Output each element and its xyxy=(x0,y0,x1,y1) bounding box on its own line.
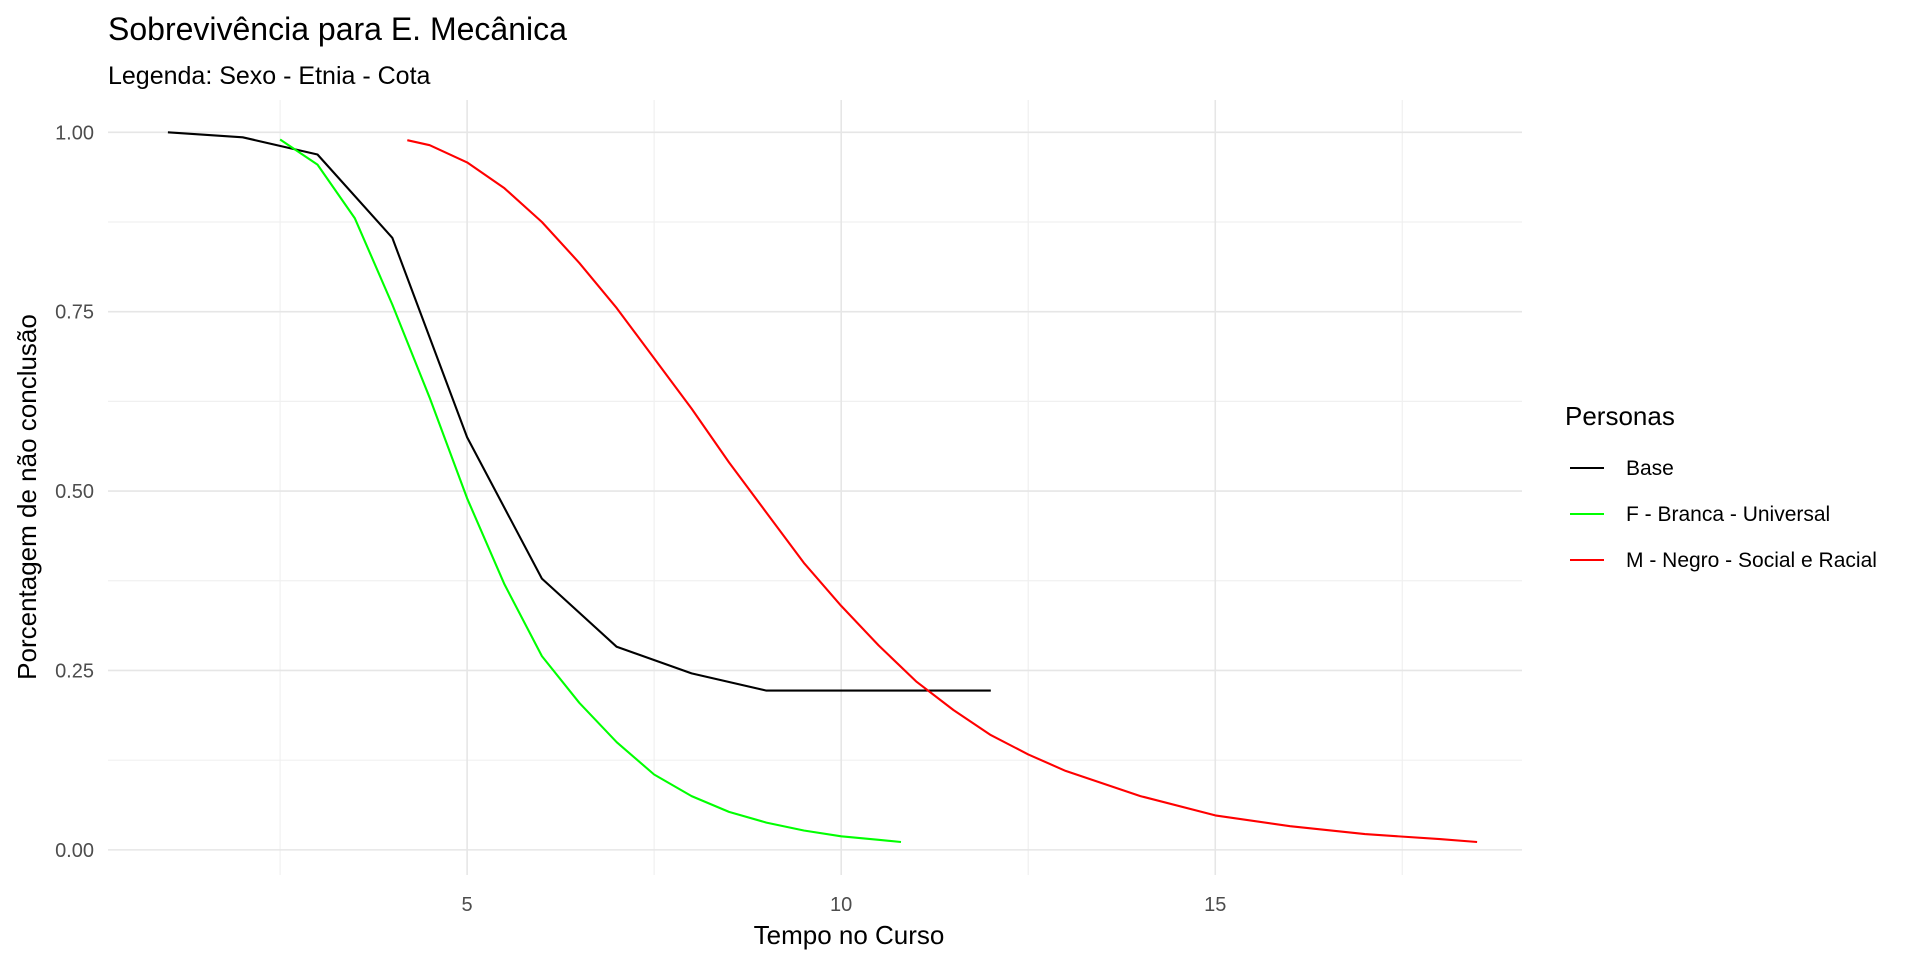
x-axis-ticks: 5 10 15 xyxy=(462,894,1227,916)
y-axis-ticks: 0.00 0.25 0.50 0.75 1.00 xyxy=(55,122,94,862)
grid-major xyxy=(108,100,1522,875)
y-tick-label: 0.25 xyxy=(55,660,94,682)
series-lines xyxy=(167,131,1478,844)
y-tick-label: 0.00 xyxy=(55,840,94,862)
series-line-1 xyxy=(167,131,991,692)
x-tick-label: 10 xyxy=(830,894,852,916)
legend-label-2: F - Branca - Universal xyxy=(1626,503,1830,526)
legend: Personas Base F - Branca - Universal M - N… xyxy=(1565,401,1877,572)
series-line-2 xyxy=(279,138,902,844)
legend-label-1: Base xyxy=(1626,457,1674,480)
legend-label-3: M - Negro - Social e Racial xyxy=(1626,549,1877,572)
y-tick-label: 0.50 xyxy=(55,481,94,503)
y-tick-label: 1.00 xyxy=(55,122,94,144)
x-axis-label: Tempo no Curso xyxy=(754,920,945,950)
legend-title: Personas xyxy=(1565,401,1675,431)
grid-minor xyxy=(108,100,1522,875)
chart-title: Sobrevivência para E. Mecânica xyxy=(108,11,567,47)
chart-subtitle: Legenda: Sexo - Etnia - Cota xyxy=(108,62,431,90)
series-line-3 xyxy=(407,139,1478,844)
y-axis-label: Porcentagem de não conclusão xyxy=(12,314,42,680)
x-tick-label: 15 xyxy=(1204,894,1226,916)
y-tick-label: 0.75 xyxy=(55,302,94,324)
x-tick-label: 5 xyxy=(462,894,473,916)
